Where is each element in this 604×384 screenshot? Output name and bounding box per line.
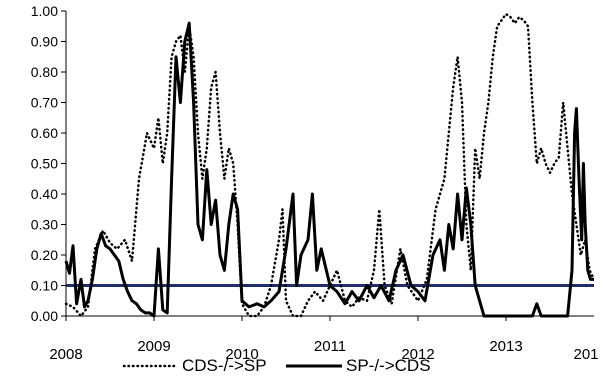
x-tick-label: 2008 <box>49 346 82 363</box>
series-line-sp-cds <box>64 21 594 318</box>
legend-label-sp-cds: SP-/->CDS <box>346 356 431 375</box>
x-tick-label: 2011 <box>314 338 346 355</box>
y-tick-label: 0.50 <box>31 156 58 172</box>
legend-label-cds-sp: CDS-/->SP <box>182 356 267 375</box>
legend: CDS-/->SP SP-/->CDS <box>122 356 431 375</box>
y-tick-label: 0.60 <box>31 125 58 141</box>
series-line-cds-sp <box>64 12 596 318</box>
y-axis-ticks: 0.00 0.10 0.20 0.30 0.40 0.50 0.60 0.70 0.80 0.90… <box>31 3 66 324</box>
x-tick-label: 201 <box>573 346 598 363</box>
y-tick-label: 0.80 <box>31 64 58 80</box>
y-tick-label: 1.00 <box>31 3 58 19</box>
x-tick-label: 2012 <box>401 346 434 363</box>
series-layer <box>64 12 596 318</box>
y-tick-label: 0.20 <box>31 247 58 263</box>
x-tick-label: 2013 <box>489 338 522 355</box>
x-tick-label: 2010 <box>225 346 258 363</box>
y-tick-label: 0.00 <box>31 308 58 324</box>
x-axis-ticks: 2008 2009 2010 2011 2012 2013 201 <box>49 316 599 363</box>
y-tick-label: 0.30 <box>31 217 58 233</box>
y-tick-label: 0.10 <box>31 278 58 294</box>
x-tick-label: 2009 <box>137 338 170 355</box>
y-tick-label: 0.90 <box>31 34 58 50</box>
y-tick-label: 0.40 <box>31 186 58 202</box>
y-tick-label: 0.70 <box>31 95 58 111</box>
